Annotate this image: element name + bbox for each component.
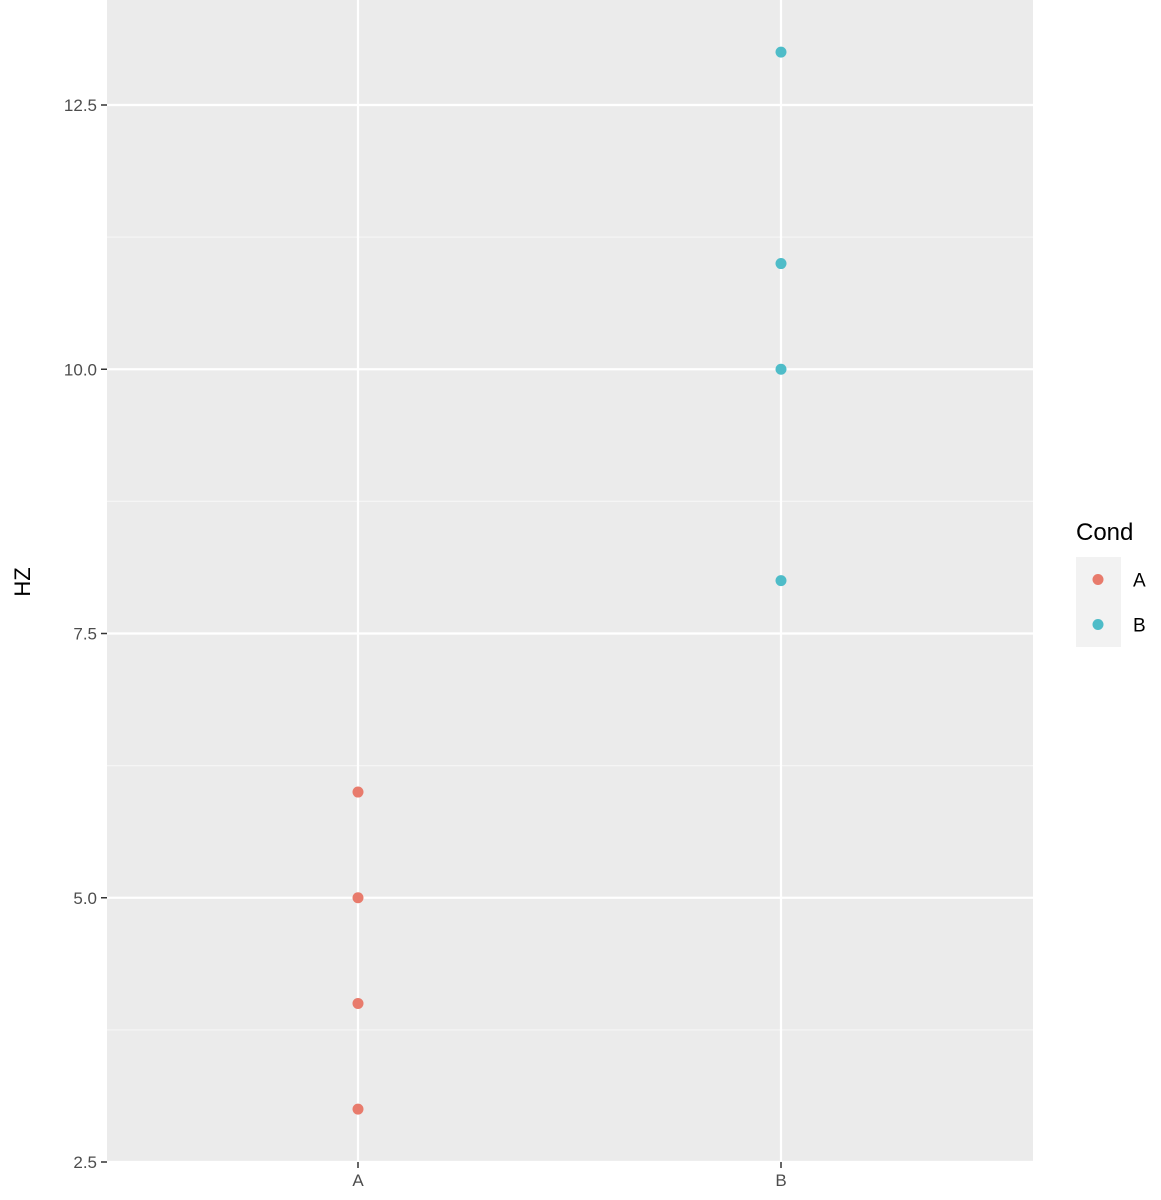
data-point-B — [775, 258, 787, 270]
data-point-B — [775, 46, 787, 58]
grid-major — [107, 0, 1033, 1164]
grid-minor — [107, 236, 1033, 1031]
data-point-A — [352, 997, 364, 1009]
y-tick-label: 12.5 — [64, 96, 97, 115]
y-tick-label: 7.5 — [73, 625, 97, 644]
panel-background — [107, 0, 1033, 1162]
y-tick-label: 2.5 — [73, 1153, 97, 1172]
y-tick-label: 5.0 — [73, 889, 97, 908]
x-tick-label: A — [352, 1171, 364, 1190]
y-axis: 2.5 5.0 7.5 10.0 12.5 — [64, 96, 107, 1172]
data-points — [352, 46, 787, 1115]
legend-key-background — [1076, 557, 1121, 647]
y-axis-title: HZ — [10, 567, 35, 596]
legend: Cond A B — [1076, 519, 1146, 647]
data-point-A — [352, 786, 364, 798]
y-tick-label: 10.0 — [64, 360, 97, 379]
legend-title: Cond — [1076, 519, 1133, 546]
data-point-B — [775, 575, 787, 587]
legend-key-B — [1092, 619, 1104, 630]
legend-label: A — [1133, 571, 1146, 592]
data-point-A — [352, 1103, 364, 1115]
data-point-B — [775, 363, 787, 375]
legend-key-A — [1092, 574, 1104, 585]
legend-label: B — [1133, 616, 1146, 637]
data-point-A — [352, 892, 364, 904]
x-tick-label: B — [775, 1171, 786, 1190]
